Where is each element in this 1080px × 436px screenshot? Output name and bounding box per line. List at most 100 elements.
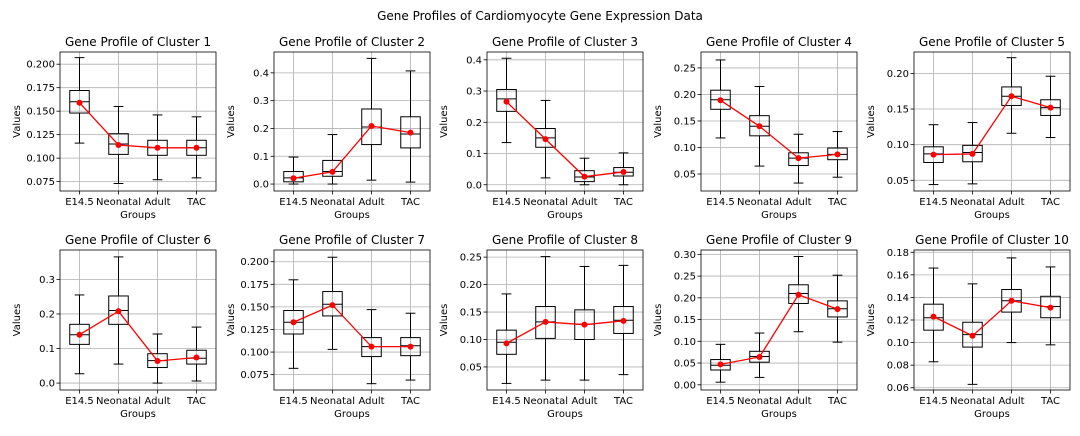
- y-tick-label: 0.200: [240, 257, 269, 268]
- y-tick-label: 0.00: [674, 380, 696, 391]
- axes-frame: [486, 249, 644, 391]
- x-tick-label: TAC: [1040, 396, 1060, 407]
- x-tick-label: Adult: [785, 396, 811, 407]
- x-tick-label: Adult: [998, 396, 1024, 407]
- y-tick-label: 0.0: [253, 180, 269, 191]
- mean-point: [930, 313, 937, 320]
- y-tick-label: 0.08: [887, 361, 909, 372]
- plot-area: [60, 250, 216, 390]
- box-iqr: [322, 159, 343, 177]
- box-iqr: [186, 349, 207, 365]
- mean-point: [795, 155, 802, 162]
- y-tick-label: 0.200: [26, 60, 55, 71]
- x-tick-label: TAC: [186, 197, 206, 208]
- y-tick-label: 0.4: [466, 55, 482, 66]
- y-tick-label: 0.14: [887, 293, 909, 304]
- mean-point: [756, 353, 763, 360]
- y-tick-label: 0.25: [460, 253, 482, 264]
- x-axis-label: Groups: [547, 409, 583, 420]
- mean-point: [717, 97, 724, 104]
- x-tick-label: E14.5: [65, 197, 94, 208]
- x-tick-label: TAC: [400, 197, 420, 208]
- y-tick-label: 0.10: [674, 337, 696, 348]
- x-axis-label: Groups: [974, 409, 1010, 420]
- x-tick-label: Neonatal: [310, 396, 355, 407]
- subplot-cluster-2: 0.0 0.1 0.2 0.3 0.4 E14.5 Neonatal Adult TAC Grou…: [226, 35, 431, 221]
- plot-area: [487, 52, 643, 191]
- mean-line: [293, 304, 411, 348]
- box-e14-5: [923, 267, 944, 363]
- x-tick-label: E14.5: [919, 197, 948, 208]
- y-tick-label: 0.10: [674, 143, 696, 154]
- subplot-cluster-6: 0.0 0.1 0.2 0.3 E14.5 Neonatal Adult TAC Groups V…: [12, 233, 217, 420]
- y-tick-label: 0.20: [887, 69, 909, 80]
- axes-frame: [59, 249, 217, 391]
- y-tick-label: 0.15: [674, 315, 696, 326]
- mean-line: [933, 95, 1051, 156]
- x-tick-label: Neonatal: [737, 197, 782, 208]
- mean-line: [720, 99, 838, 159]
- box-tac: [400, 70, 421, 183]
- y-tick-label: 0.2: [253, 124, 269, 135]
- mean-point: [717, 361, 724, 368]
- box-e14-5: [710, 59, 731, 139]
- x-axis-label: Groups: [761, 409, 797, 420]
- y-tick-label: 0.18: [887, 248, 909, 259]
- x-tick-label: E14.5: [706, 396, 735, 407]
- box-iqr: [923, 303, 944, 331]
- x-tick-label: E14.5: [279, 396, 308, 407]
- figure-title: Gene Profiles of Cardiomyocyte Gene Expr…: [377, 9, 703, 23]
- y-axis-label: Values: [866, 105, 877, 138]
- x-tick-label: Neonatal: [310, 197, 355, 208]
- x-axis-label: Groups: [761, 210, 797, 221]
- plot-area: [60, 52, 216, 191]
- mean-point: [581, 173, 588, 180]
- mean-point: [368, 343, 375, 350]
- mean-point: [1008, 297, 1015, 304]
- x-tick-label: E14.5: [919, 396, 948, 407]
- mean-line: [506, 101, 624, 178]
- box-adult: [788, 133, 809, 184]
- mean-point: [834, 306, 841, 313]
- mean-line: [506, 320, 624, 344]
- mean-point: [756, 123, 763, 130]
- y-tick-label: 0.10: [887, 140, 909, 151]
- axes-frame: [913, 51, 1071, 192]
- x-tick-label: Neonatal: [96, 197, 141, 208]
- x-tick-label: Adult: [144, 396, 170, 407]
- box-iqr: [749, 115, 770, 137]
- mean-point: [329, 302, 336, 309]
- mean-point: [115, 141, 122, 148]
- mean-point: [542, 318, 549, 325]
- mean-point: [795, 291, 802, 298]
- box-iqr: [574, 170, 595, 183]
- y-tick-label: 0.20: [674, 90, 696, 101]
- y-tick-label: 0.150: [240, 302, 269, 313]
- mean-point: [1047, 304, 1054, 311]
- x-tick-label: TAC: [827, 197, 847, 208]
- mean-line: [720, 293, 838, 365]
- subplot-cluster-1: 0.075 0.100 0.125 0.150 0.175 0.200 E14.5 Neona…: [12, 35, 217, 221]
- y-tick-label: 0.175: [26, 83, 55, 94]
- subplot-title: Gene Profile of Cluster 4: [706, 35, 852, 49]
- mean-point: [407, 129, 414, 136]
- mean-point: [290, 319, 297, 326]
- y-tick-label: 0.15: [460, 308, 482, 319]
- x-tick-label: Adult: [144, 197, 170, 208]
- mean-point: [581, 321, 588, 328]
- axes-frame: [273, 249, 431, 391]
- mean-point: [930, 151, 937, 158]
- x-axis-label: Groups: [120, 409, 156, 420]
- y-axis-label: Values: [226, 105, 237, 138]
- y-tick-label: 0.15: [887, 105, 909, 116]
- x-axis-label: Groups: [334, 210, 370, 221]
- plot-area: [701, 250, 857, 390]
- mean-point: [542, 136, 549, 143]
- y-tick-label: 0.150: [26, 107, 55, 118]
- subplot-cluster-9: 0.00 0.05 0.10 0.15 0.20 0.25 0.30 E14.5 Neonata…: [653, 233, 858, 420]
- subplot-title: Gene Profile of Cluster 7: [279, 233, 425, 247]
- box-e14-5: [496, 57, 517, 144]
- x-tick-label: Neonatal: [523, 396, 568, 407]
